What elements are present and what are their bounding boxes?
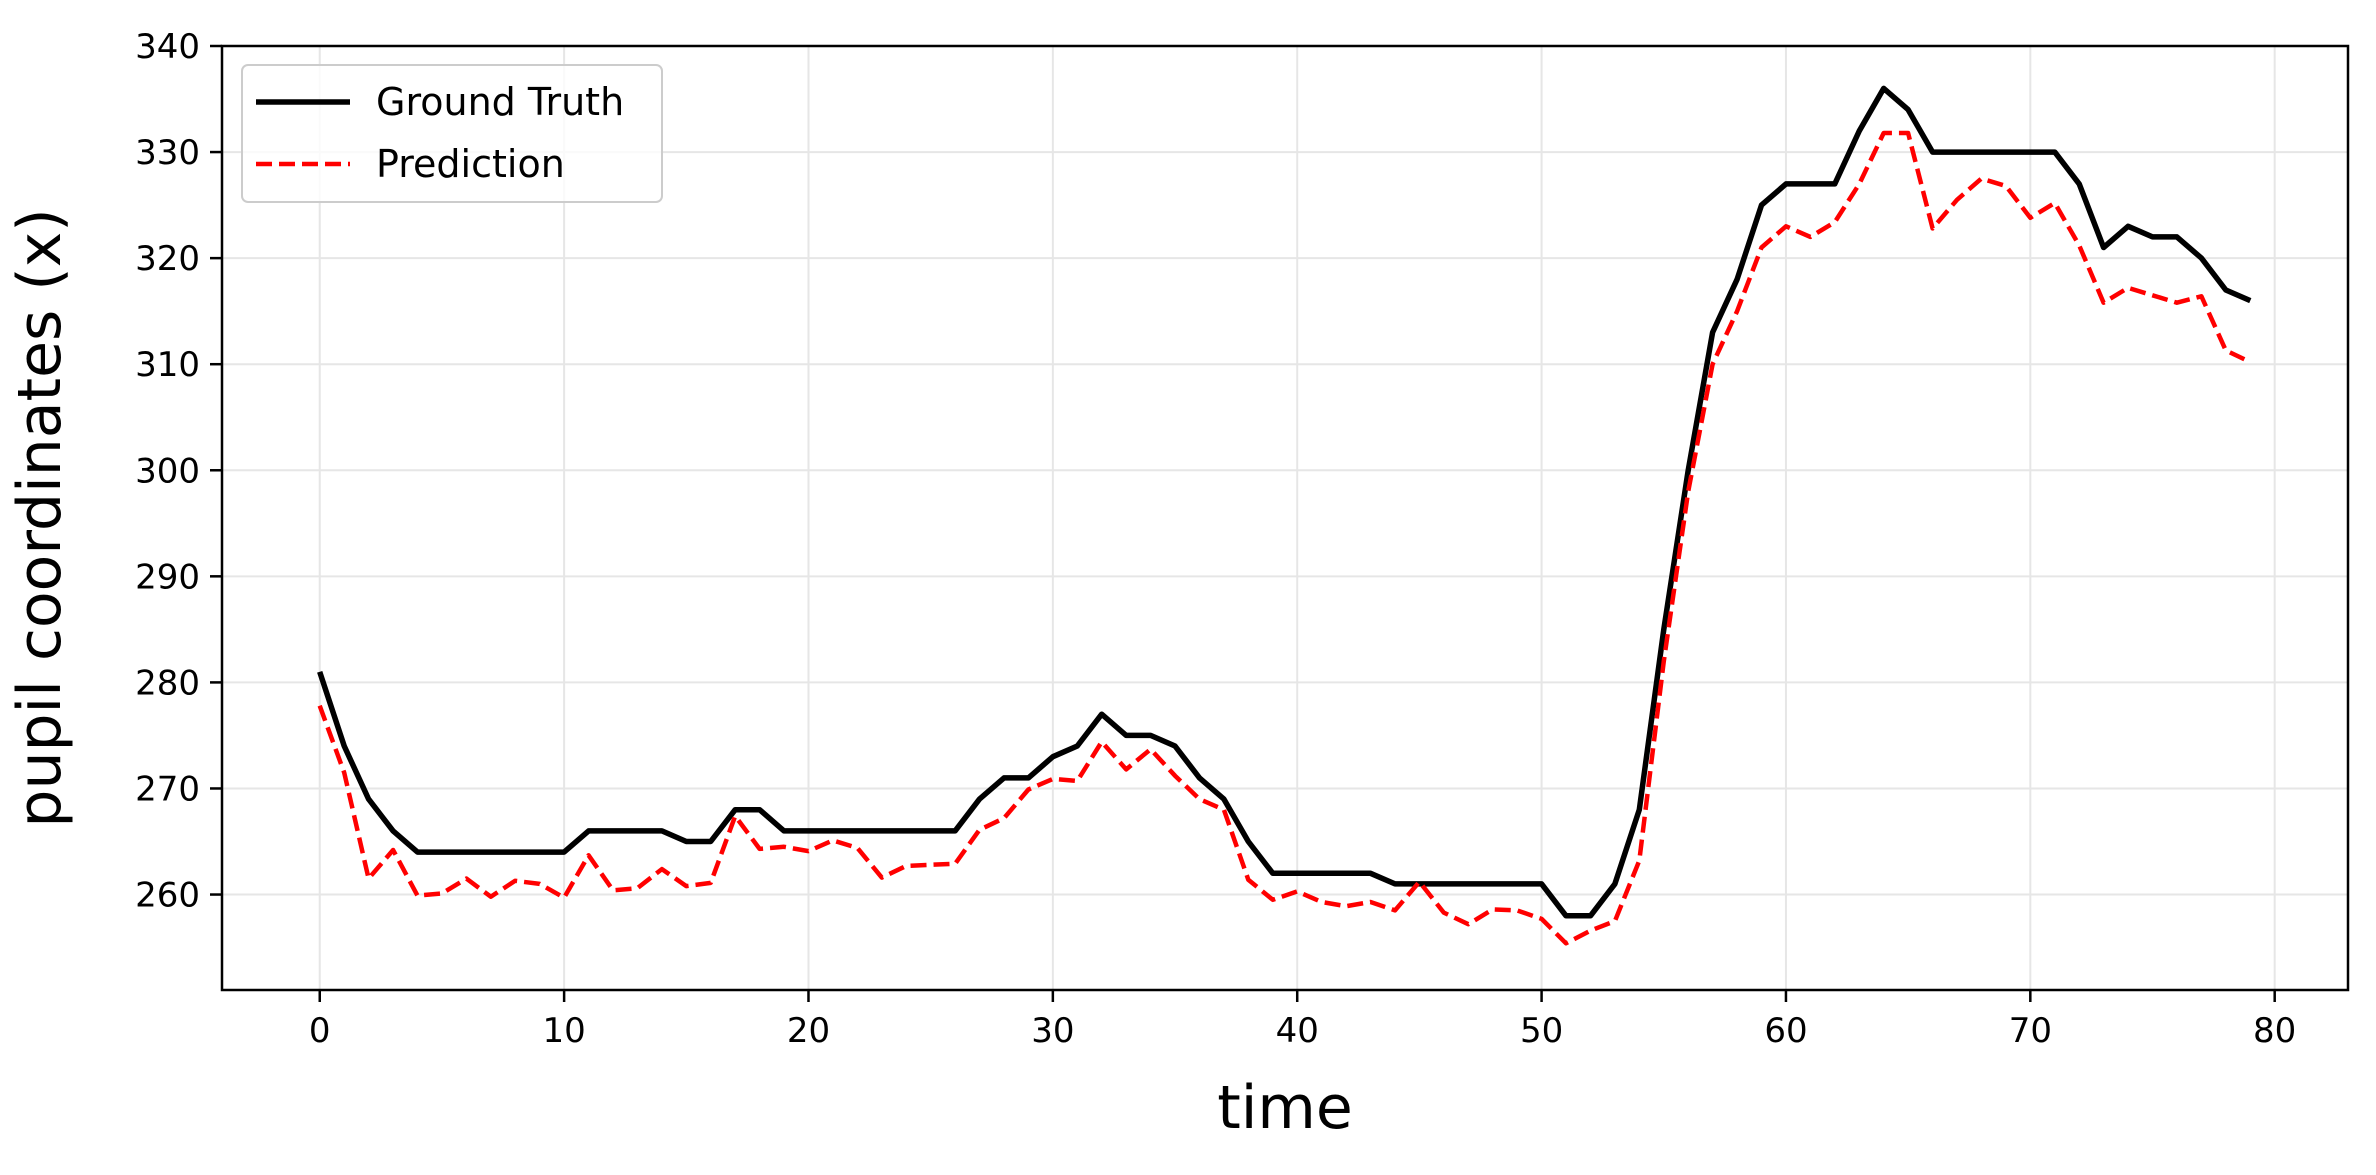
x-tick-label: 70 — [2009, 1011, 2052, 1051]
y-tick-label: 270 — [135, 769, 200, 809]
y-tick-label: 280 — [135, 663, 200, 703]
x-tick-label: 50 — [1520, 1011, 1563, 1051]
x-tick-label: 0 — [309, 1011, 331, 1051]
legend-label-prediction: Prediction — [376, 142, 565, 186]
y-tick-label: 330 — [135, 133, 200, 173]
y-axis-label: pupil coordinates (x) — [5, 208, 75, 827]
x-tick-label: 60 — [1764, 1011, 1807, 1051]
plot-series — [317, 85, 2252, 946]
y-tick-label: 340 — [135, 27, 200, 67]
x-tick-label: 10 — [542, 1011, 585, 1051]
plot-frame — [220, 44, 2350, 992]
x-tick-label: 30 — [1031, 1011, 1074, 1051]
y-tick-label: 310 — [135, 345, 200, 385]
y-tick-label: 320 — [135, 239, 200, 279]
y-tick-label: 290 — [135, 557, 200, 597]
y-tick-label: 300 — [135, 451, 200, 491]
y-tick-label: 260 — [135, 876, 200, 916]
x-axis-label: time — [1217, 1073, 1353, 1143]
x-tick-label: 80 — [2253, 1011, 2296, 1051]
prediction-line — [317, 130, 2252, 946]
axis-ticks: 0 10 20 30 40 50 60 70 80 260 270 280 290 300 310 320 33… — [135, 27, 2296, 1051]
x-tick-label: 20 — [787, 1011, 830, 1051]
x-tick-label: 40 — [1276, 1011, 1319, 1051]
legend-label-ground-truth: Ground Truth — [376, 80, 624, 124]
ground-truth-line — [317, 85, 2252, 919]
legend: Ground Truth Prediction — [241, 64, 663, 203]
